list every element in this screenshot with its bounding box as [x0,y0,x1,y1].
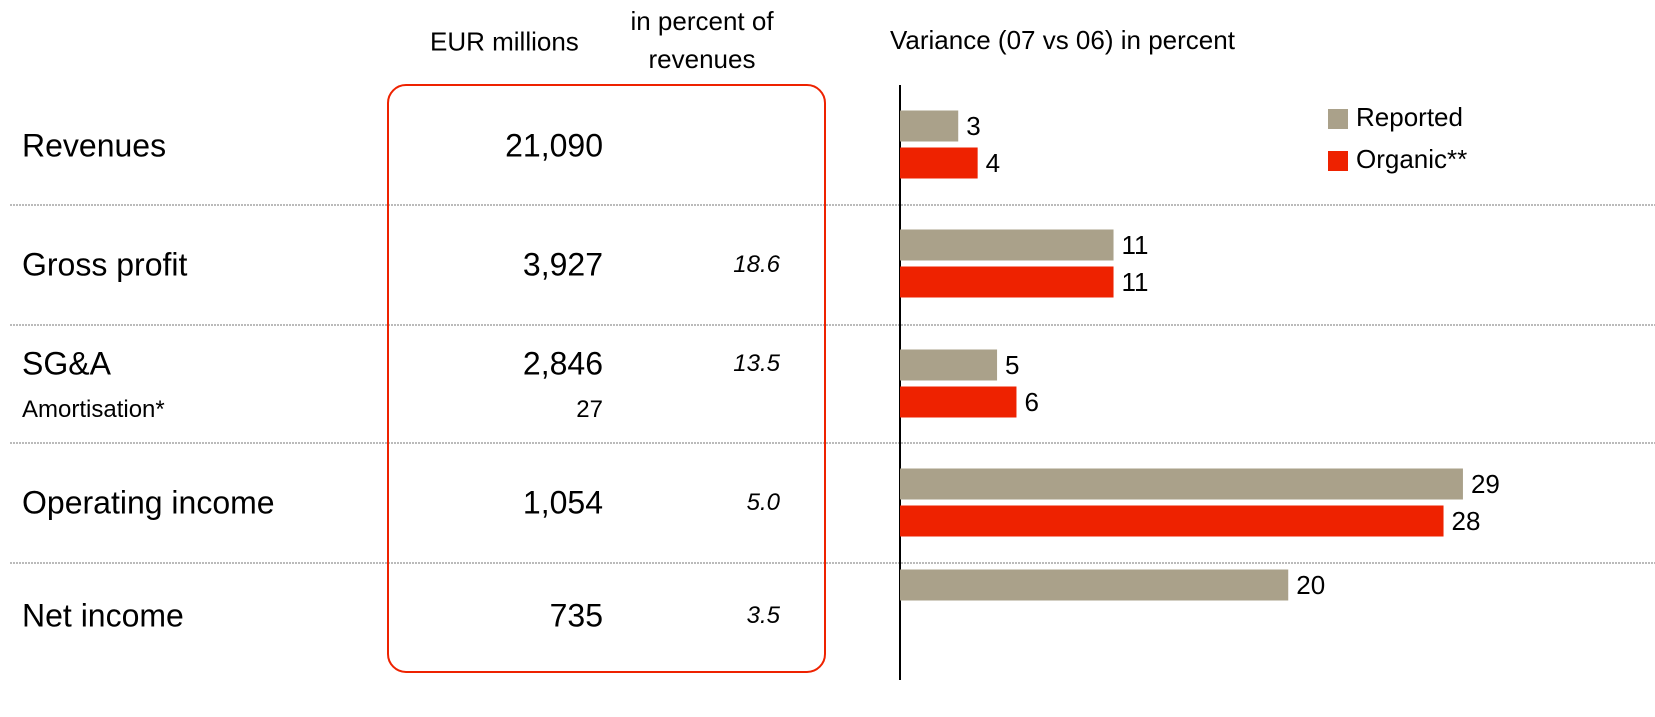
value: 3,927 [522,246,603,283]
row-label: SG&A [22,345,111,382]
value-label: 20 [1296,570,1325,600]
bar [900,266,1114,298]
value-label: 6 [1024,387,1038,417]
value: 2,846 [522,345,603,382]
value-label: 28 [1452,506,1481,536]
bar [900,505,1444,537]
row-label: Operating income [22,484,275,521]
value-label: 29 [1471,469,1500,499]
row-label: Net income [22,597,184,634]
bar [900,110,959,142]
chart-title: Variance (07 vs 06) in percent [890,25,1236,55]
value: 735 [549,597,603,634]
value-label: 4 [986,148,1000,178]
percent: 18.6 [733,251,780,278]
row-label: Amortisation* [22,396,165,423]
bar [900,569,1289,601]
legend-swatch [1328,109,1348,129]
bar [900,229,1114,261]
value-label: 11 [1122,230,1149,260]
percent: 5.0 [746,489,780,516]
legend-swatch [1328,151,1348,171]
row-label: Gross profit [22,246,188,283]
value: 21,090 [505,127,603,164]
separators [10,204,1655,564]
legend-label: Reported [1356,102,1463,132]
row-label: Revenues [22,127,167,164]
bar [900,349,998,381]
bar [900,468,1463,500]
value: 1,054 [522,484,603,521]
column-header: in percent of revenues [630,6,774,74]
percent: 13.5 [733,350,780,377]
value-label: 5 [1005,350,1019,380]
percent: 3.5 [746,602,780,629]
legend-label: Organic** [1356,144,1467,174]
column-header: EUR millions [430,26,579,57]
highlight-box [387,84,826,673]
value: 27 [576,396,603,423]
value-label: 11 [1122,267,1149,297]
value-label: 3 [966,111,980,141]
bar [900,386,1017,418]
bar [900,147,978,179]
